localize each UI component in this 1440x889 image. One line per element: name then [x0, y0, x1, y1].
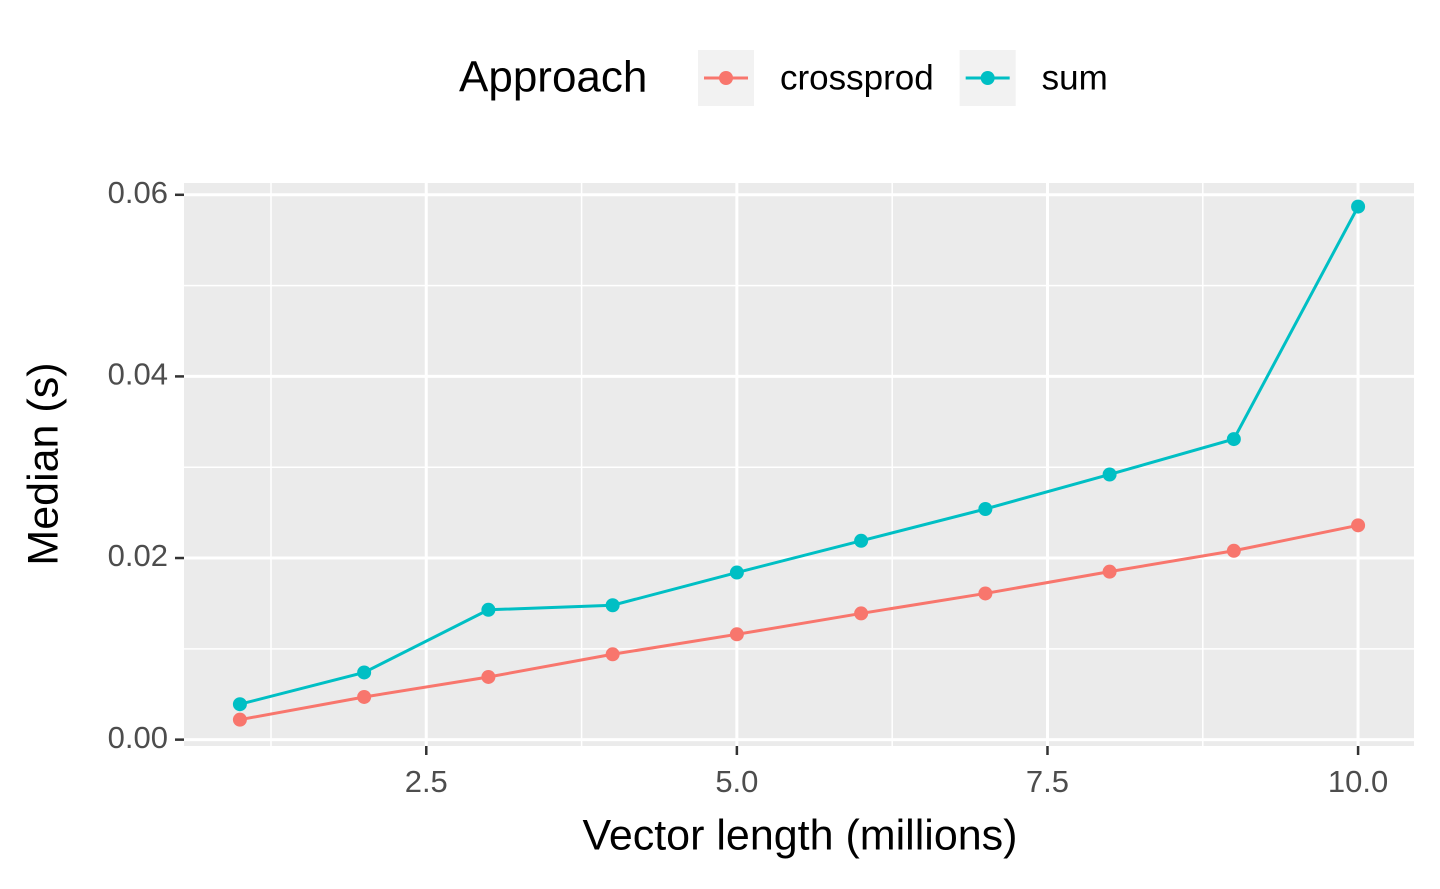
x-tick-label: 2.5: [405, 764, 448, 799]
data-point: [1351, 199, 1366, 214]
data-point: [232, 712, 247, 727]
legend-point: [719, 71, 733, 85]
y-tick-label: 0.06: [108, 175, 168, 210]
data-point: [357, 665, 372, 680]
x-axis-label: Vector length (millions): [583, 811, 1018, 859]
data-point: [1226, 543, 1241, 558]
data-point: [1226, 432, 1241, 447]
data-point: [729, 565, 744, 580]
data-point: [729, 627, 744, 642]
data-point: [854, 606, 869, 621]
x-tick-label: 7.5: [1026, 764, 1069, 799]
legend-label: crossprod: [780, 58, 934, 97]
data-point: [605, 647, 620, 662]
legend-point: [980, 71, 995, 85]
data-point: [357, 689, 372, 704]
data-point: [1102, 467, 1117, 482]
y-tick-label: 0.04: [108, 357, 168, 392]
data-point: [1102, 564, 1117, 579]
data-point: [481, 602, 496, 617]
legend-label: sum: [1042, 58, 1108, 97]
y-tick-label: 0.02: [108, 538, 168, 573]
data-point: [481, 669, 496, 684]
legend-title: Approach: [459, 53, 647, 102]
data-point: [854, 533, 869, 548]
data-point: [232, 697, 247, 712]
series-line: [239, 205, 1360, 706]
x-tick-label: 5.0: [715, 764, 758, 799]
data-point: [978, 501, 993, 516]
x-tick-label: 10.0: [1328, 764, 1388, 799]
data-point: [978, 586, 993, 601]
plot-panel: [184, 183, 1414, 746]
y-axis-label: Median (s): [19, 362, 67, 565]
data-point: [1351, 518, 1366, 533]
data-point: [605, 598, 620, 613]
y-tick-label: 0.00: [108, 720, 168, 755]
series-line: [239, 523, 1359, 722]
